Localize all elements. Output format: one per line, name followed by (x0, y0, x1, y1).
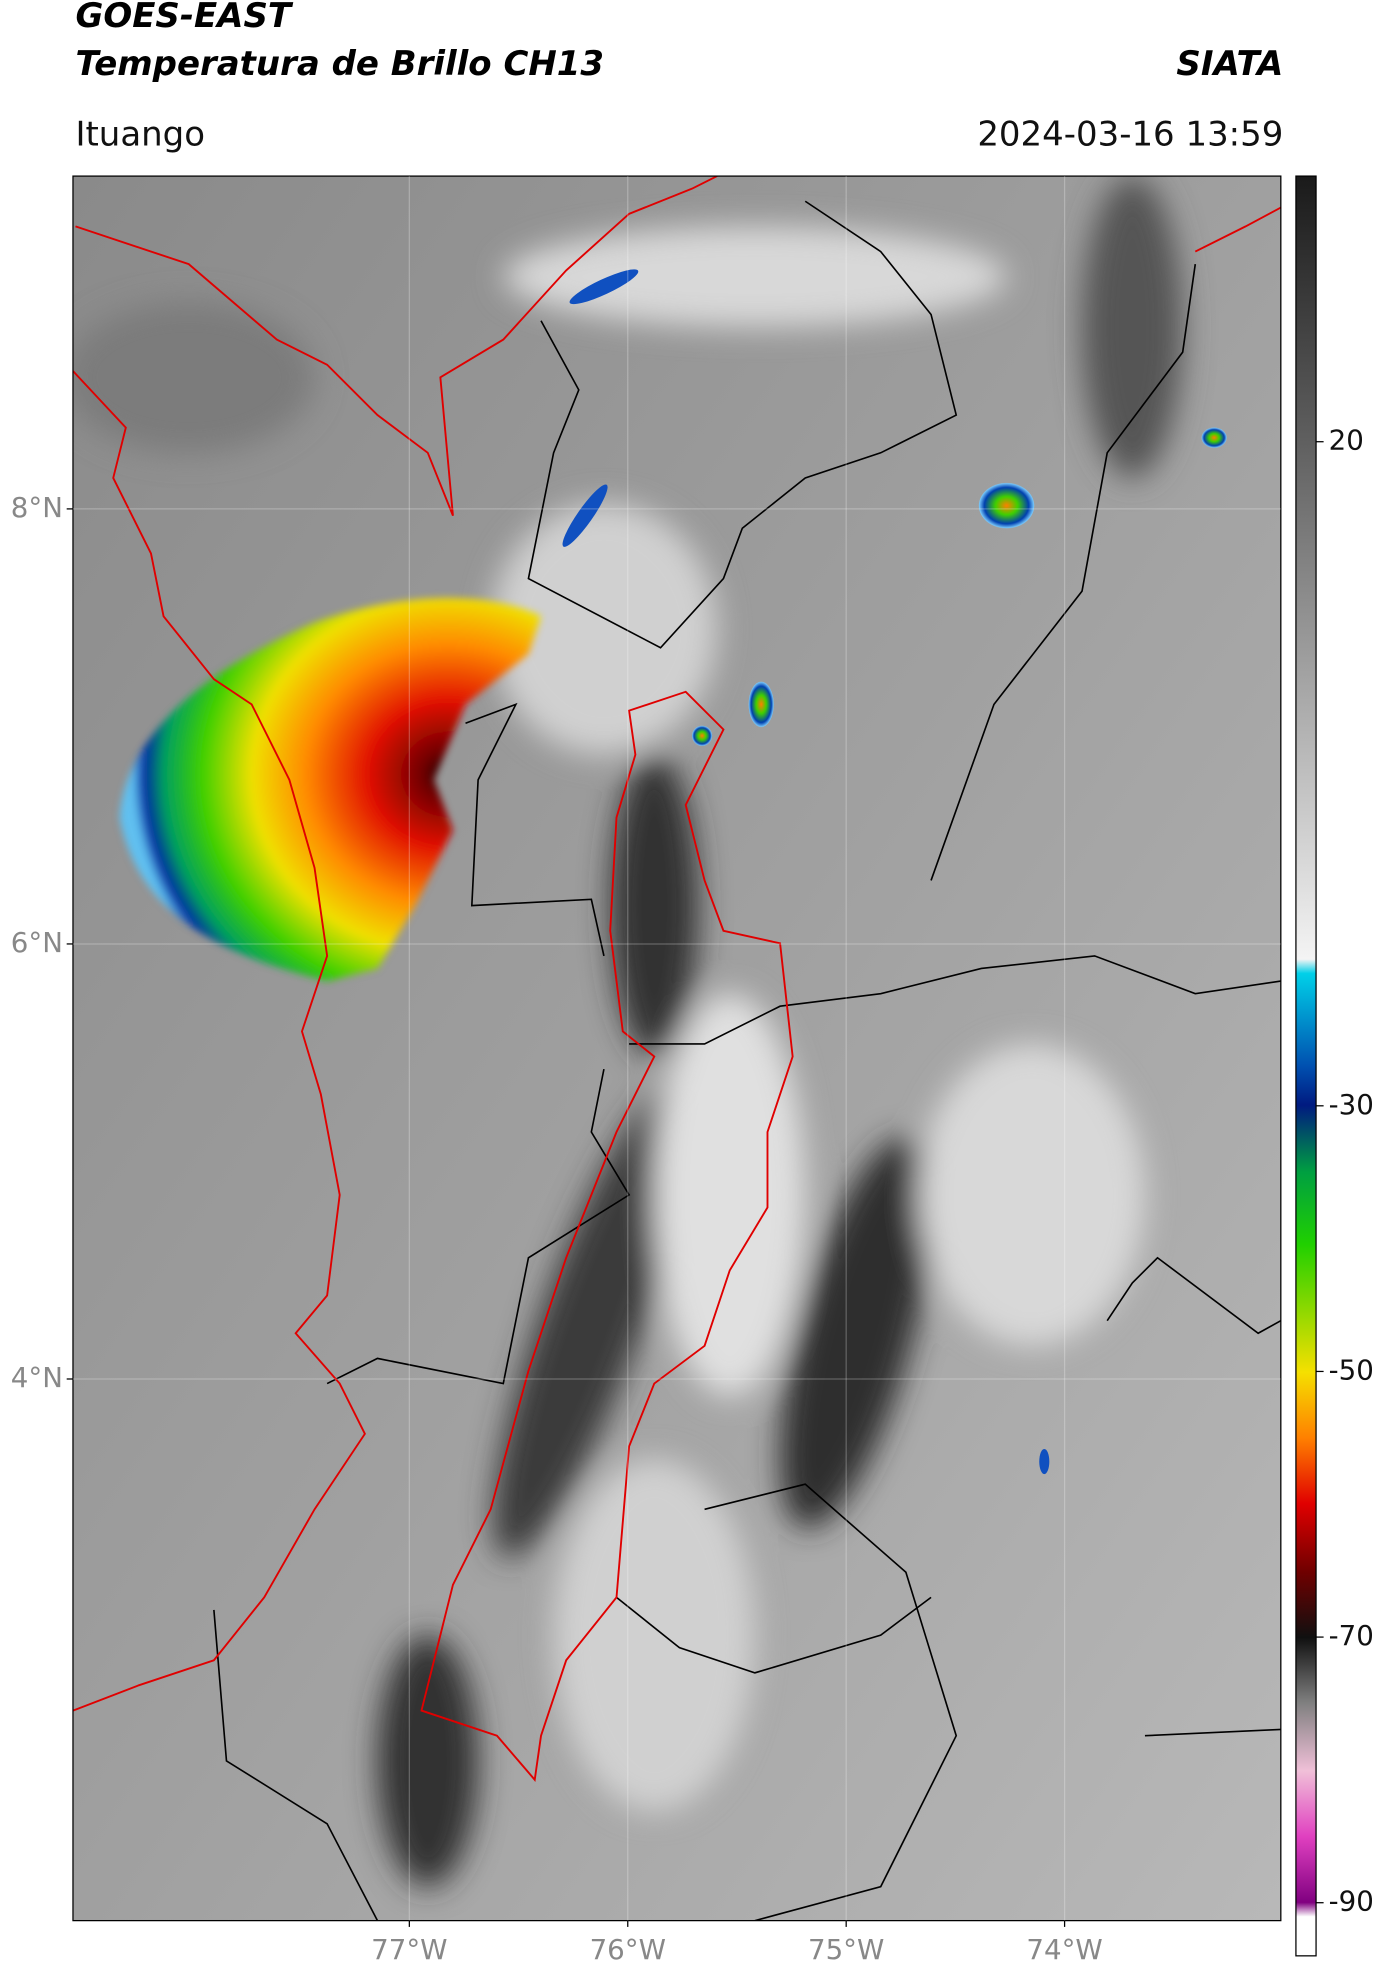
colorbar-tick-label: -50 (1329, 1353, 1374, 1386)
x-tick-label: 75°W (808, 1933, 884, 1966)
satellite-image (72, 176, 1281, 1921)
title: GOES-EAST (75, 0, 293, 36)
x-tick-label: 77°W (371, 1933, 447, 1966)
y-tick-label: 4°N (11, 1361, 63, 1394)
y-tick-label: 8°N (11, 491, 63, 524)
colorbar-tick-label: -70 (1329, 1619, 1374, 1652)
subtitle: Temperatura de Brillo CH13 (75, 44, 604, 84)
x-tick-label: 76°W (590, 1933, 666, 1966)
source: SIATA (1176, 44, 1283, 84)
datetime: 2024-03-16 13:59 (977, 114, 1283, 154)
colorbar (1295, 175, 1317, 1957)
y-tick-label: 6°N (11, 926, 63, 959)
map-frame (72, 175, 1282, 1922)
colorbar-tick-label: 20 (1329, 424, 1364, 457)
colorbar-tick-label: -90 (1329, 1885, 1374, 1918)
x-tick-label: 74°W (1026, 1933, 1102, 1966)
colorbar-tick-label: -30 (1329, 1088, 1374, 1121)
location: Ituango (75, 114, 205, 154)
